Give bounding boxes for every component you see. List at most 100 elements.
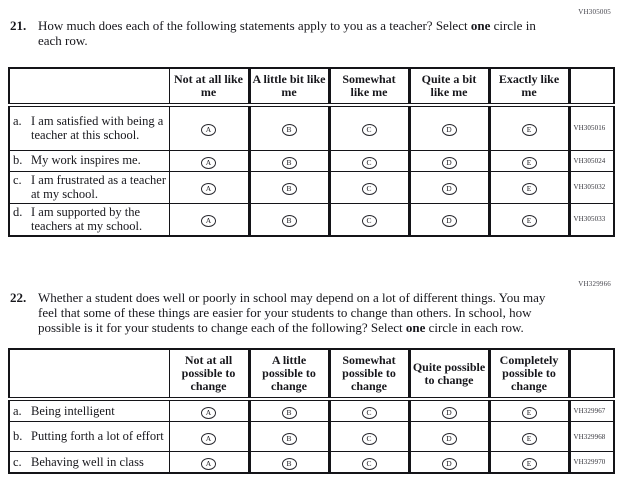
option-cell: E <box>487 104 571 151</box>
answer-circle-c[interactable]: C <box>361 432 377 445</box>
table-row: a. Being intelligent A B C D E VH329967 <box>8 398 615 422</box>
statement-text: I am frustrated as a teacher at my schoo… <box>31 172 166 201</box>
option-cell: A <box>168 421 251 452</box>
answer-circle-c[interactable]: C <box>361 407 377 419</box>
statement-letter: b. <box>13 153 23 167</box>
response-table-21: Not at all like me A little bit like me So… <box>8 67 615 237</box>
answer-circle-e[interactable]: E <box>521 215 537 227</box>
answer-circle-d[interactable]: D <box>441 407 457 419</box>
row-code: VH329968 <box>568 421 615 452</box>
statement-cell: d. I am supported by the teachers at my s… <box>8 202 170 236</box>
answer-circle-e[interactable]: E <box>521 458 537 470</box>
answer-circle-b[interactable]: B <box>281 432 297 445</box>
option-cell: C <box>327 421 411 452</box>
option-cell: B <box>247 451 331 474</box>
answer-circle-b[interactable]: B <box>281 215 297 227</box>
question-number: 21. <box>10 18 27 33</box>
answer-circle-a[interactable]: A <box>201 458 216 470</box>
answer-circle-d[interactable]: D <box>441 183 457 195</box>
option-cell: D <box>407 170 491 204</box>
answer-circle-b[interactable]: B <box>281 156 297 169</box>
statement: c. I am frustrated as a teacher at my sch… <box>13 173 167 201</box>
statement: a. Being intelligent <box>13 404 167 418</box>
option-cell: A <box>168 149 251 172</box>
option-cell: E <box>487 170 571 204</box>
option-cell: A <box>168 398 251 422</box>
option-column-header: Completely possible to change <box>487 348 571 401</box>
answer-circle-b[interactable]: B <box>281 124 297 137</box>
answer-circle-d[interactable]: D <box>441 432 457 445</box>
statement-text: I am satisfied with being a teacher at t… <box>31 113 164 142</box>
answer-circle-e[interactable]: E <box>521 124 537 137</box>
answer-circle-b[interactable]: B <box>281 407 297 419</box>
statement: a. I am satisfied with being a teacher at… <box>13 114 167 142</box>
statement-cell: c. Behaving well in class <box>8 451 170 474</box>
option-cell: D <box>407 398 491 422</box>
statement-column-header <box>8 67 170 107</box>
answer-circle-c[interactable]: C <box>361 215 377 227</box>
statement-column-header <box>8 348 170 401</box>
option-column-header: A little possible to change <box>247 348 331 401</box>
table-row: b. My work inspires me. A B C D E VH305024 <box>8 149 615 172</box>
statement-text: Behaving well in class <box>31 454 144 469</box>
answer-circle-a[interactable]: A <box>201 183 216 195</box>
option-cell: A <box>168 104 251 151</box>
statement-cell: b. Putting forth a lot of effort <box>8 421 170 452</box>
answer-circle-d[interactable]: D <box>441 156 457 169</box>
answer-circle-e[interactable]: E <box>521 407 537 419</box>
answer-circle-b[interactable]: B <box>281 183 297 195</box>
answer-circle-d[interactable]: D <box>441 124 457 137</box>
option-cell: B <box>247 104 331 151</box>
option-cell: C <box>327 149 411 172</box>
option-cell: C <box>327 202 411 236</box>
option-cell: D <box>407 451 491 474</box>
option-cell: A <box>168 451 251 474</box>
answer-circle-a[interactable]: A <box>201 156 216 169</box>
option-cell: B <box>247 421 331 452</box>
answer-circle-c[interactable]: C <box>361 458 377 470</box>
question-22-section: VH329966 22. Whether a student does well o… <box>8 280 615 474</box>
statement-text: Putting forth a lot of effort <box>31 429 164 443</box>
answer-circle-a[interactable]: A <box>201 432 216 445</box>
question-21-section: VH305005 21. How much does each of the fol… <box>8 8 615 237</box>
statement-letter: d. <box>13 204 23 219</box>
statement: b. Putting forth a lot of effort <box>13 429 167 443</box>
option-cell: E <box>487 149 571 172</box>
answer-circle-c[interactable]: C <box>361 156 377 169</box>
question-prompt-row: 22. Whether a student does well or poorly… <box>10 290 613 335</box>
statement-text: Being intelligent <box>31 403 115 418</box>
response-table-22: Not at all possible to change A little po… <box>8 348 615 474</box>
prompt-text-after: circle in each row. <box>425 320 524 335</box>
answer-circle-a[interactable]: A <box>201 407 216 419</box>
table-row: c. I am frustrated as a teacher at my sch… <box>8 170 615 204</box>
answer-circle-d[interactable]: D <box>441 458 457 470</box>
answer-circle-e[interactable]: E <box>521 156 537 169</box>
answer-circle-c[interactable]: C <box>361 124 377 137</box>
row-code: VH305016 <box>568 104 615 151</box>
question-prompt: Whether a student does well or poorly in… <box>38 290 546 335</box>
header-row: Not at all possible to change A little po… <box>8 348 615 401</box>
option-column-header: Exactly like me <box>487 67 571 107</box>
answer-circle-e[interactable]: E <box>521 432 537 445</box>
answer-circle-c[interactable]: C <box>361 183 377 195</box>
answer-circle-a[interactable]: A <box>201 124 216 137</box>
option-cell: D <box>407 104 491 151</box>
question-prompt-row: 21. How much does each of the following s… <box>10 18 613 48</box>
statement-text: My work inspires me. <box>31 153 141 167</box>
option-cell: B <box>247 149 331 172</box>
table-row: b. Putting forth a lot of effort A B C D E VH32… <box>8 421 615 452</box>
code-column-header <box>568 67 615 107</box>
statement-cell: b. My work inspires me. <box>8 149 170 172</box>
option-column-header: A little bit like me <box>247 67 331 107</box>
statement-cell: a. Being intelligent <box>8 398 170 422</box>
answer-circle-a[interactable]: A <box>201 215 216 227</box>
answer-circle-e[interactable]: E <box>521 183 537 195</box>
answer-circle-d[interactable]: D <box>441 215 457 227</box>
statement-cell: c. I am frustrated as a teacher at my sch… <box>8 170 170 204</box>
question-code: VH305005 <box>578 8 611 16</box>
prompt-text-after: circle in each row. <box>38 18 536 48</box>
answer-circle-b[interactable]: B <box>281 458 297 470</box>
row-code: VH305033 <box>568 202 615 236</box>
prompt-text-before: Whether a student does well or poorly in… <box>38 290 546 335</box>
